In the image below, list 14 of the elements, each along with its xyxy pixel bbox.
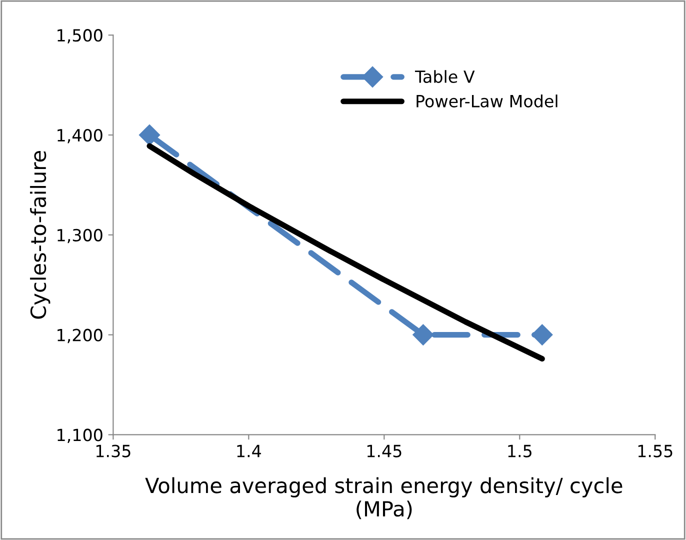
y-tick-label: 1,400 bbox=[58, 128, 102, 144]
x-tick-label: 1.5 bbox=[508, 444, 532, 458]
y-axis-title: Cycles-to-failure bbox=[30, 151, 50, 319]
x-tick-label: 1.35 bbox=[96, 444, 130, 458]
x-tick-label: 1.55 bbox=[638, 444, 672, 458]
y-tick-label: 1,200 bbox=[58, 328, 102, 344]
x-axis-title: Volume averaged strain energy density/ cycle (MPa) bbox=[145, 477, 622, 520]
x-tick-label: 1.45 bbox=[367, 444, 402, 458]
y-tick-label: 1,300 bbox=[58, 228, 102, 244]
y-tick-label: 1,500 bbox=[58, 29, 102, 44]
legend-label: Table V bbox=[414, 70, 475, 83]
y-tick-label: 1,100 bbox=[58, 428, 102, 443]
legend-label: Power-Law Model bbox=[416, 94, 558, 108]
x-tick-label: 1.4 bbox=[237, 444, 261, 458]
